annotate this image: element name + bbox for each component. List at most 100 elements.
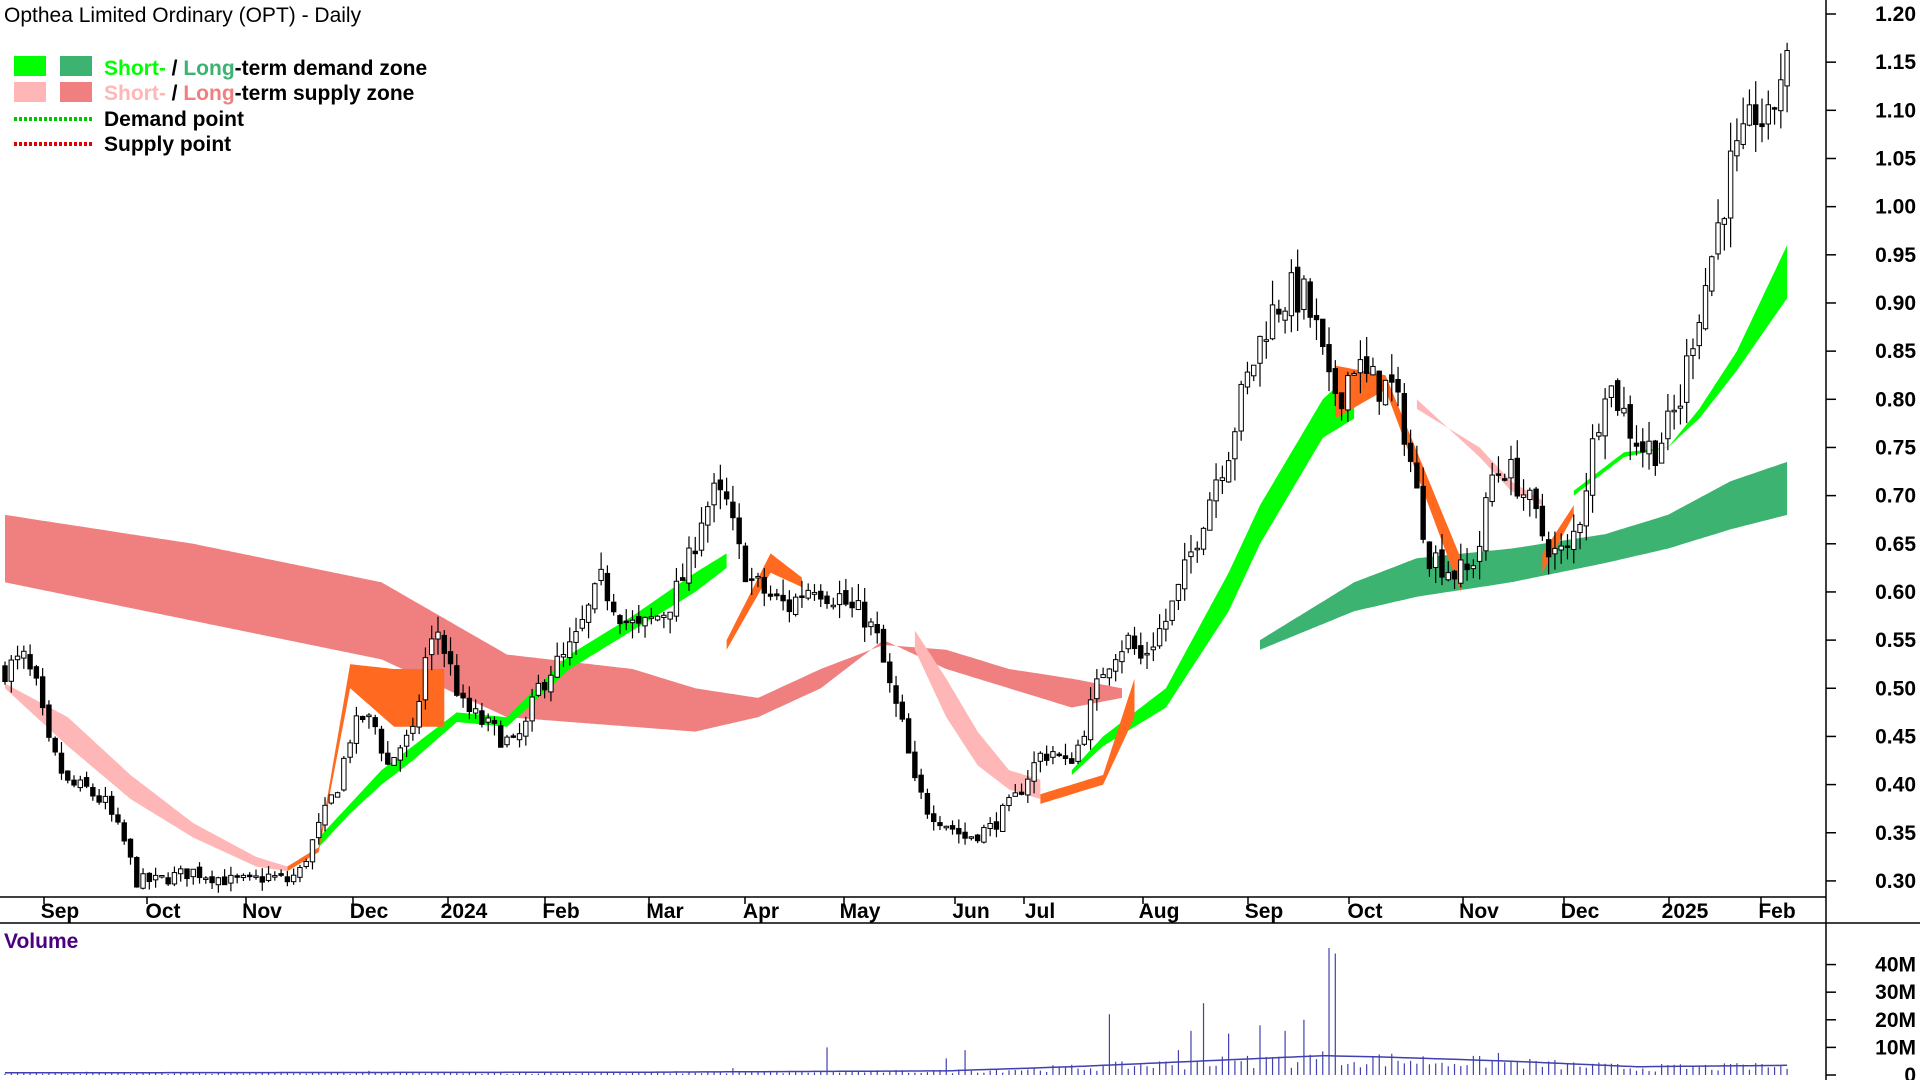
- candle-body: [1357, 359, 1364, 374]
- candle-body: [1018, 791, 1025, 795]
- candle-body: [1395, 378, 1401, 393]
- candle-body: [46, 704, 52, 738]
- candle-body: [1119, 651, 1125, 663]
- legend-swatch-long-supply: [60, 82, 92, 102]
- candle-body: [1138, 645, 1144, 659]
- candle-body: [868, 621, 874, 628]
- candle-body: [184, 868, 190, 880]
- candle-body: [1633, 442, 1640, 447]
- candle-body: [1232, 431, 1238, 460]
- candle-body: [297, 867, 303, 878]
- candle-body: [711, 482, 717, 506]
- y-axis-ticks: 1.20 1.15 1.10 1.05 1.00 0.95 0.90 0.85 0.80 0.75…: [1826, 3, 1916, 893]
- candle-body: [1069, 758, 1075, 764]
- candle-body: [824, 595, 830, 605]
- x-tick-label: Apr: [743, 900, 779, 923]
- candle-body: [1301, 278, 1307, 311]
- candle-body: [1282, 310, 1288, 321]
- y-tick-label: 0.40: [1875, 774, 1916, 797]
- candle-body: [1489, 474, 1495, 503]
- candle-body: [1389, 374, 1395, 383]
- y-tick-label: 0.75: [1875, 436, 1916, 459]
- candle-body: [39, 676, 46, 709]
- legend-long-label: Long: [183, 57, 234, 80]
- candle-body: [102, 795, 109, 803]
- candle-body: [1445, 572, 1451, 581]
- candle-body: [422, 657, 429, 701]
- candle-body: [71, 779, 77, 786]
- candle-body: [1351, 372, 1357, 376]
- candle-body: [1458, 559, 1464, 584]
- legend-demand-suffix: -term demand zone: [235, 57, 428, 80]
- candle-body: [146, 872, 153, 883]
- candle-body: [1727, 150, 1734, 219]
- candle-body: [1087, 699, 1094, 741]
- candle-body: [1765, 104, 1771, 125]
- candle-body: [937, 822, 943, 827]
- candle-body: [403, 734, 410, 747]
- candle-body: [1696, 322, 1702, 347]
- candle-body: [799, 595, 805, 598]
- x-tick-label: 2024: [441, 900, 488, 923]
- candle-body: [755, 575, 761, 579]
- candle-body: [730, 501, 736, 519]
- candle-body: [1006, 796, 1012, 807]
- candle-body: [968, 836, 975, 839]
- volume-tick-label: 10M: [1875, 1036, 1916, 1059]
- candle-body: [240, 874, 247, 879]
- candle-body: [65, 770, 71, 781]
- candle-body: [1100, 674, 1106, 679]
- candle-body: [115, 814, 121, 823]
- candle-body: [290, 874, 297, 883]
- candle-body: [190, 868, 196, 878]
- y-tick-label: 1.00: [1875, 196, 1916, 219]
- y-tick-label: 1.20: [1875, 3, 1916, 26]
- candle-body: [1784, 50, 1790, 87]
- candle-body: [849, 601, 855, 609]
- candle-body: [165, 877, 171, 885]
- zone-layer: [5, 245, 1788, 872]
- x-tick-label: Feb: [542, 900, 579, 923]
- candle-body: [228, 874, 234, 884]
- candle-body: [1721, 218, 1728, 225]
- candle-body: [1169, 600, 1175, 621]
- candle-body: [454, 665, 460, 696]
- candle-body: [1715, 222, 1721, 255]
- candle-body: [1614, 380, 1621, 411]
- candle-body: [1294, 266, 1301, 313]
- legend-long-label-supply: Long: [183, 82, 234, 105]
- candle-body: [918, 774, 924, 793]
- candle-body: [1426, 541, 1433, 570]
- legend-supply-point: Supply point: [104, 133, 231, 156]
- y-tick-label: 1.05: [1875, 147, 1916, 170]
- candle-body: [1263, 339, 1269, 342]
- candle-body: [410, 725, 416, 734]
- legend-swatch-short-demand: [14, 56, 46, 76]
- candle-body: [1571, 530, 1577, 551]
- x-tick-label: May: [840, 900, 881, 923]
- candle-body: [90, 787, 96, 797]
- candle-body: [1257, 335, 1263, 364]
- legend-slash-supply: /: [166, 82, 184, 105]
- candle-body: [893, 685, 899, 704]
- candle-body: [1627, 404, 1633, 439]
- candle-body: [1684, 355, 1690, 403]
- candle-body: [1081, 735, 1087, 745]
- candle-body: [479, 710, 485, 725]
- candle-body: [742, 545, 749, 583]
- candle-body: [843, 590, 849, 605]
- x-tick-label: Jul: [1025, 900, 1055, 923]
- candle-body: [1056, 753, 1062, 757]
- x-tick-label: Dec: [350, 900, 389, 923]
- candle-body: [96, 795, 102, 803]
- candle-body: [134, 857, 140, 888]
- x-tick-label: Dec: [1561, 900, 1600, 923]
- candle-body: [1583, 490, 1589, 527]
- candle-body: [1075, 744, 1081, 762]
- candle-body: [52, 737, 58, 753]
- x-tick-label: Nov: [242, 900, 282, 923]
- y-tick-label: 0.55: [1875, 629, 1916, 652]
- candle-body: [1545, 539, 1552, 558]
- candle-body: [171, 872, 178, 885]
